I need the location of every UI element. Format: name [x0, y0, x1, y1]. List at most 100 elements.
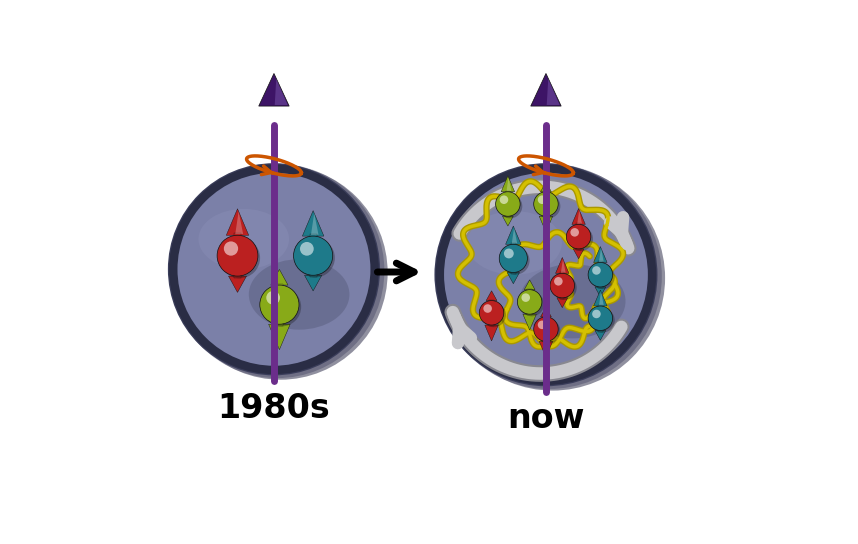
Circle shape [566, 225, 591, 249]
Circle shape [266, 291, 280, 305]
Bar [560, 272, 565, 277]
Circle shape [173, 169, 375, 370]
Circle shape [437, 164, 662, 389]
Polygon shape [486, 290, 497, 300]
Polygon shape [594, 290, 607, 306]
Bar [276, 284, 283, 291]
Circle shape [498, 194, 523, 218]
Circle shape [483, 304, 492, 313]
Circle shape [217, 236, 258, 276]
Circle shape [173, 165, 388, 380]
Circle shape [550, 274, 575, 298]
Polygon shape [599, 248, 604, 262]
Circle shape [220, 237, 260, 278]
Circle shape [440, 169, 652, 381]
Polygon shape [539, 342, 553, 357]
Circle shape [260, 285, 299, 324]
Circle shape [553, 275, 577, 300]
Circle shape [538, 320, 547, 329]
Circle shape [536, 319, 560, 344]
Circle shape [481, 302, 506, 327]
Polygon shape [561, 259, 565, 273]
Polygon shape [302, 211, 324, 236]
Bar [577, 247, 581, 250]
Polygon shape [547, 79, 559, 105]
Bar [511, 270, 516, 274]
Ellipse shape [519, 264, 625, 338]
Polygon shape [305, 275, 322, 291]
Circle shape [520, 292, 544, 317]
Ellipse shape [467, 211, 562, 275]
Bar [511, 243, 516, 249]
Ellipse shape [249, 259, 349, 330]
Bar [310, 273, 317, 277]
Bar [544, 214, 548, 218]
Circle shape [534, 317, 559, 342]
Circle shape [569, 227, 593, 251]
Circle shape [224, 242, 239, 256]
Polygon shape [541, 307, 552, 317]
Bar [544, 191, 548, 195]
Circle shape [434, 163, 657, 386]
Polygon shape [311, 213, 318, 235]
Circle shape [522, 293, 530, 302]
Polygon shape [539, 217, 553, 232]
Circle shape [538, 195, 547, 204]
Circle shape [588, 306, 613, 331]
Bar [276, 322, 283, 326]
Polygon shape [507, 273, 519, 284]
Polygon shape [523, 314, 536, 330]
Polygon shape [271, 269, 288, 285]
Polygon shape [531, 73, 561, 106]
Circle shape [170, 164, 384, 378]
Bar [489, 300, 493, 304]
Ellipse shape [198, 209, 289, 269]
Polygon shape [503, 217, 513, 226]
Polygon shape [269, 324, 290, 350]
Text: now: now [507, 403, 584, 435]
Polygon shape [595, 287, 606, 297]
Polygon shape [572, 208, 585, 225]
Circle shape [504, 249, 514, 258]
Bar [528, 289, 532, 293]
Polygon shape [599, 292, 604, 305]
Circle shape [592, 310, 601, 318]
Bar [598, 305, 602, 310]
Bar [310, 234, 317, 242]
Polygon shape [275, 79, 287, 105]
Circle shape [499, 244, 528, 273]
Bar [234, 233, 241, 242]
Circle shape [168, 163, 380, 375]
Circle shape [536, 194, 560, 218]
Bar [489, 323, 493, 326]
Bar [528, 312, 532, 316]
Bar [544, 316, 548, 320]
Circle shape [499, 195, 508, 204]
Polygon shape [485, 325, 498, 341]
Polygon shape [594, 246, 607, 263]
Polygon shape [577, 210, 582, 224]
Polygon shape [557, 298, 568, 308]
Polygon shape [595, 331, 606, 341]
Circle shape [293, 236, 333, 275]
Circle shape [296, 238, 335, 277]
Circle shape [592, 266, 601, 275]
Circle shape [590, 265, 615, 289]
Bar [598, 329, 602, 332]
Circle shape [590, 308, 615, 333]
Bar [505, 190, 511, 195]
Bar [598, 285, 602, 288]
Circle shape [534, 192, 559, 217]
Circle shape [588, 263, 613, 287]
Circle shape [300, 242, 314, 256]
Circle shape [554, 277, 563, 286]
Polygon shape [235, 212, 243, 234]
Polygon shape [227, 209, 249, 235]
Circle shape [440, 165, 665, 391]
Circle shape [262, 287, 301, 326]
Polygon shape [228, 276, 246, 293]
Circle shape [496, 192, 520, 217]
Polygon shape [259, 73, 289, 106]
Polygon shape [501, 176, 515, 192]
Bar [544, 339, 548, 343]
